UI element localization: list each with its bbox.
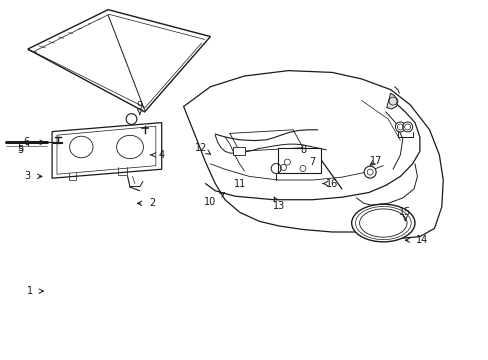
Ellipse shape: [351, 204, 414, 242]
Text: 2: 2: [137, 198, 155, 208]
Text: 16: 16: [323, 179, 338, 189]
Text: 3: 3: [24, 171, 42, 181]
Text: 10: 10: [204, 193, 224, 207]
Text: 15: 15: [398, 207, 410, 220]
Polygon shape: [28, 10, 210, 112]
Text: 9: 9: [137, 102, 142, 114]
Polygon shape: [386, 93, 397, 109]
Text: 5: 5: [17, 144, 23, 154]
Bar: [277, 148, 321, 173]
Text: 1: 1: [27, 286, 43, 296]
Text: 6: 6: [23, 138, 44, 147]
Polygon shape: [52, 123, 162, 178]
Text: 13: 13: [272, 197, 284, 211]
Text: 8: 8: [299, 144, 305, 154]
Text: 14: 14: [405, 235, 427, 245]
Circle shape: [402, 122, 412, 132]
Text: 4: 4: [150, 150, 164, 160]
Circle shape: [395, 122, 405, 132]
Text: 7: 7: [309, 157, 315, 167]
Text: 17: 17: [369, 156, 382, 166]
Bar: [232, 147, 244, 154]
Circle shape: [364, 166, 375, 178]
Text: 5: 5: [17, 143, 23, 153]
Text: 12: 12: [194, 143, 210, 154]
Text: 11: 11: [233, 179, 245, 189]
